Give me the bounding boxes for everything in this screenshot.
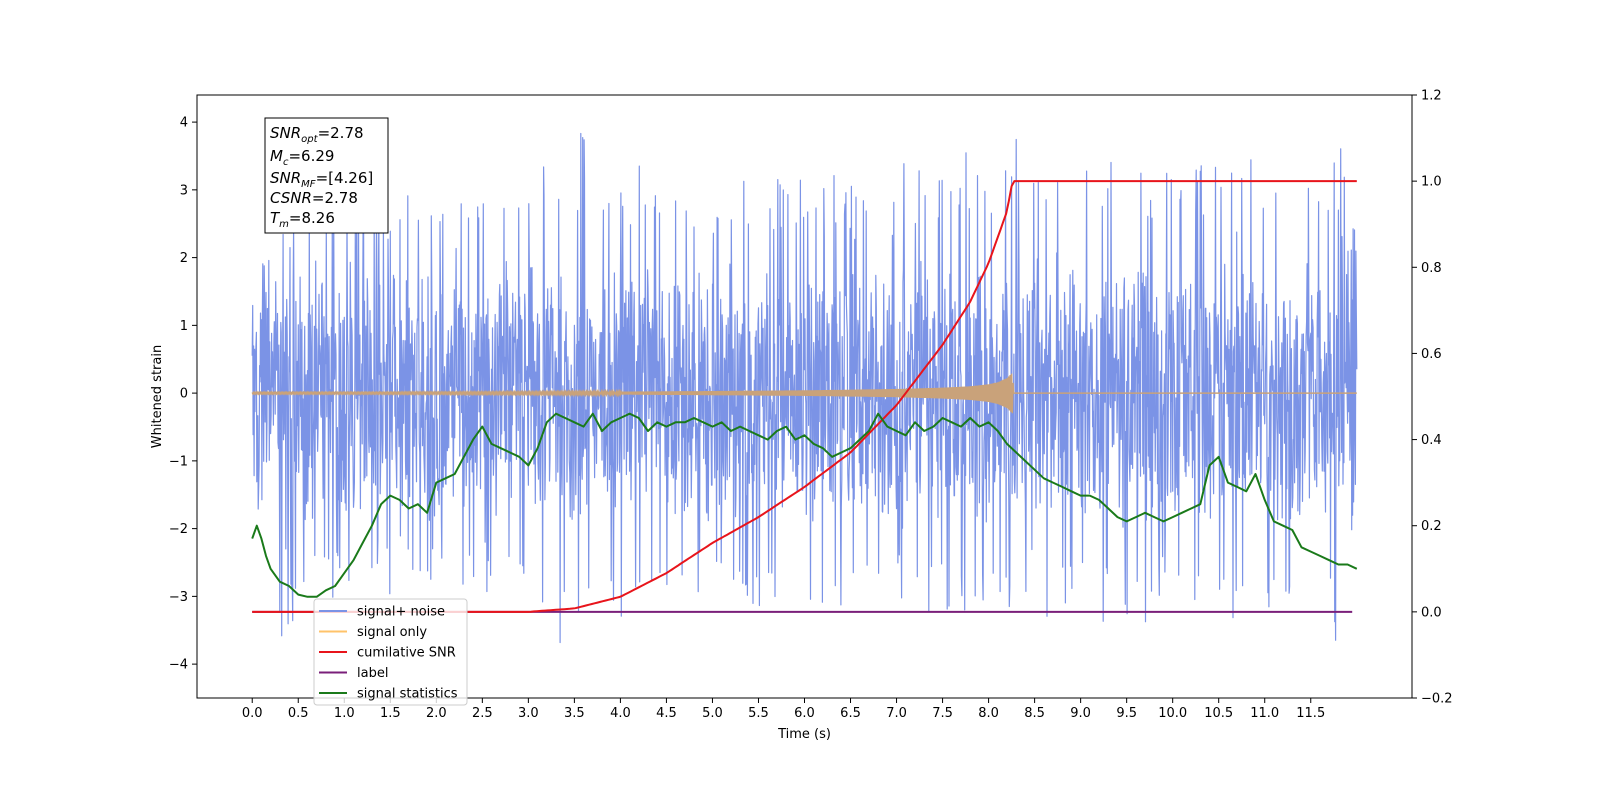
right-y-tick-label: 1.0 <box>1421 175 1442 190</box>
mc-symbol: M <box>270 147 283 165</box>
snr-mf-value: =[4.26] <box>316 169 374 187</box>
tm-symbol: T <box>270 209 281 227</box>
legend-entry-label: signal statistics <box>357 687 458 702</box>
x-tick-label: 3.5 <box>564 706 585 721</box>
legend-frame <box>313 598 468 706</box>
legend-entry-label: signal only <box>357 625 427 640</box>
annotation-csnr: CSNR=2.78 <box>270 189 358 207</box>
right-y-tick-label: 1.2 <box>1421 89 1442 104</box>
x-tick-label: 9.0 <box>1070 706 1091 721</box>
signal-only-trace <box>251 373 1357 414</box>
x-tick-label: 6.5 <box>840 706 861 721</box>
x-tick-label: 10.5 <box>1204 706 1233 721</box>
right-y-tick-label: 0.8 <box>1421 261 1442 276</box>
right-y-tick-label: 0.4 <box>1421 433 1442 448</box>
annotation-mc: Mc=6.29 <box>270 147 334 168</box>
x-tick-label: 3.0 <box>518 706 539 721</box>
legend-entry-label: cumilative SNR <box>357 646 456 661</box>
y-axis-label: Whitened strain <box>150 345 165 448</box>
mc-subscript: c <box>283 157 289 168</box>
x-tick-label: 11.0 <box>1250 706 1279 721</box>
snr-mf-subscript: MF <box>301 179 316 190</box>
signal-statistics-line <box>251 412 1358 598</box>
left-y-tick-label: 0 <box>180 387 188 402</box>
right-y-tick-label: 0.0 <box>1421 605 1442 620</box>
x-tick-label: 2.0 <box>426 706 447 721</box>
x-axis-label: Time (s) <box>777 727 831 742</box>
x-tick-label: 4.5 <box>656 706 677 721</box>
legend-entry-label: signal+ noise <box>357 605 445 620</box>
csnr-symbol: CSNR <box>270 189 312 207</box>
series-signal-noise <box>251 132 1358 644</box>
plot-data-area <box>251 132 1358 644</box>
tm-value: =8.26 <box>289 209 335 227</box>
snr-opt-subscript: opt <box>301 134 318 145</box>
left-y-tick-label: −4 <box>169 658 188 673</box>
x-tick-label: 9.5 <box>1116 706 1137 721</box>
left-y-tick-label: 4 <box>180 116 188 131</box>
csnr-value: =2.78 <box>312 189 358 207</box>
x-tick-label: 1.5 <box>380 706 401 721</box>
x-axis-ticks: 0.0 0.5 1.0 1.5 2.0 2.5 3.0 3.5 4.0 4.5 5.0 5.5 6.0 6… <box>242 698 1325 721</box>
annotation-snr-mf: SNRMF=[4.26] <box>270 169 373 190</box>
x-tick-label: 5.0 <box>702 706 723 721</box>
x-tick-label: 2.5 <box>472 706 493 721</box>
snr-opt-symbol: SNR <box>270 124 301 142</box>
x-tick-label: 8.0 <box>978 706 999 721</box>
stats-annotation-box: SNRopt=2.78 Mc=6.29 SNRMF=[4.26] CSNR=2.… <box>264 117 389 234</box>
x-tick-label: 4.0 <box>610 706 631 721</box>
right-y-tick-label: 0.2 <box>1421 519 1442 534</box>
left-y-tick-label: 1 <box>180 319 188 334</box>
right-y-tick-label: 0.6 <box>1421 347 1442 362</box>
mc-value: =6.29 <box>288 147 334 165</box>
x-tick-label: 10.0 <box>1158 706 1187 721</box>
x-tick-label: 8.5 <box>1024 706 1045 721</box>
left-y-tick-label: 2 <box>180 251 188 266</box>
left-y-tick-label: −1 <box>169 454 188 469</box>
annotation-snr-opt: SNRopt=2.78 <box>270 124 364 145</box>
x-tick-label: 5.5 <box>748 706 769 721</box>
x-tick-label: 0.0 <box>242 706 263 721</box>
x-tick-label: 7.0 <box>886 706 907 721</box>
x-tick-label: 7.5 <box>932 706 953 721</box>
x-tick-label: 1.0 <box>334 706 355 721</box>
snr-mf-symbol: SNR <box>270 169 301 187</box>
chart-legend: signal+ noise signal only cumilative SNR la… <box>313 598 468 706</box>
left-y-axis-ticks: 4 3 2 1 0 −1 −2 −3 −4 <box>169 116 197 673</box>
annotation-frame <box>264 117 389 234</box>
series-signal-only <box>251 373 1357 414</box>
right-y-axis-ticks: 1.2 1.0 0.8 0.6 0.4 0.2 0.0 −0.2 <box>1412 89 1453 707</box>
signal-noise-trace <box>251 132 1358 644</box>
tm-subscript: m <box>279 219 289 230</box>
x-tick-label: 6.0 <box>794 706 815 721</box>
x-tick-label: 11.5 <box>1296 706 1325 721</box>
annotation-tm: Tm=8.26 <box>270 209 335 230</box>
x-tick-label: 0.5 <box>288 706 309 721</box>
left-y-tick-label: −2 <box>169 522 188 537</box>
left-y-tick-label: −3 <box>169 590 188 605</box>
right-y-tick-label: −0.2 <box>1421 692 1453 707</box>
left-y-tick-label: 3 <box>180 183 188 198</box>
snr-opt-value: =2.78 <box>318 124 364 142</box>
legend-entry-label: label <box>357 666 388 681</box>
